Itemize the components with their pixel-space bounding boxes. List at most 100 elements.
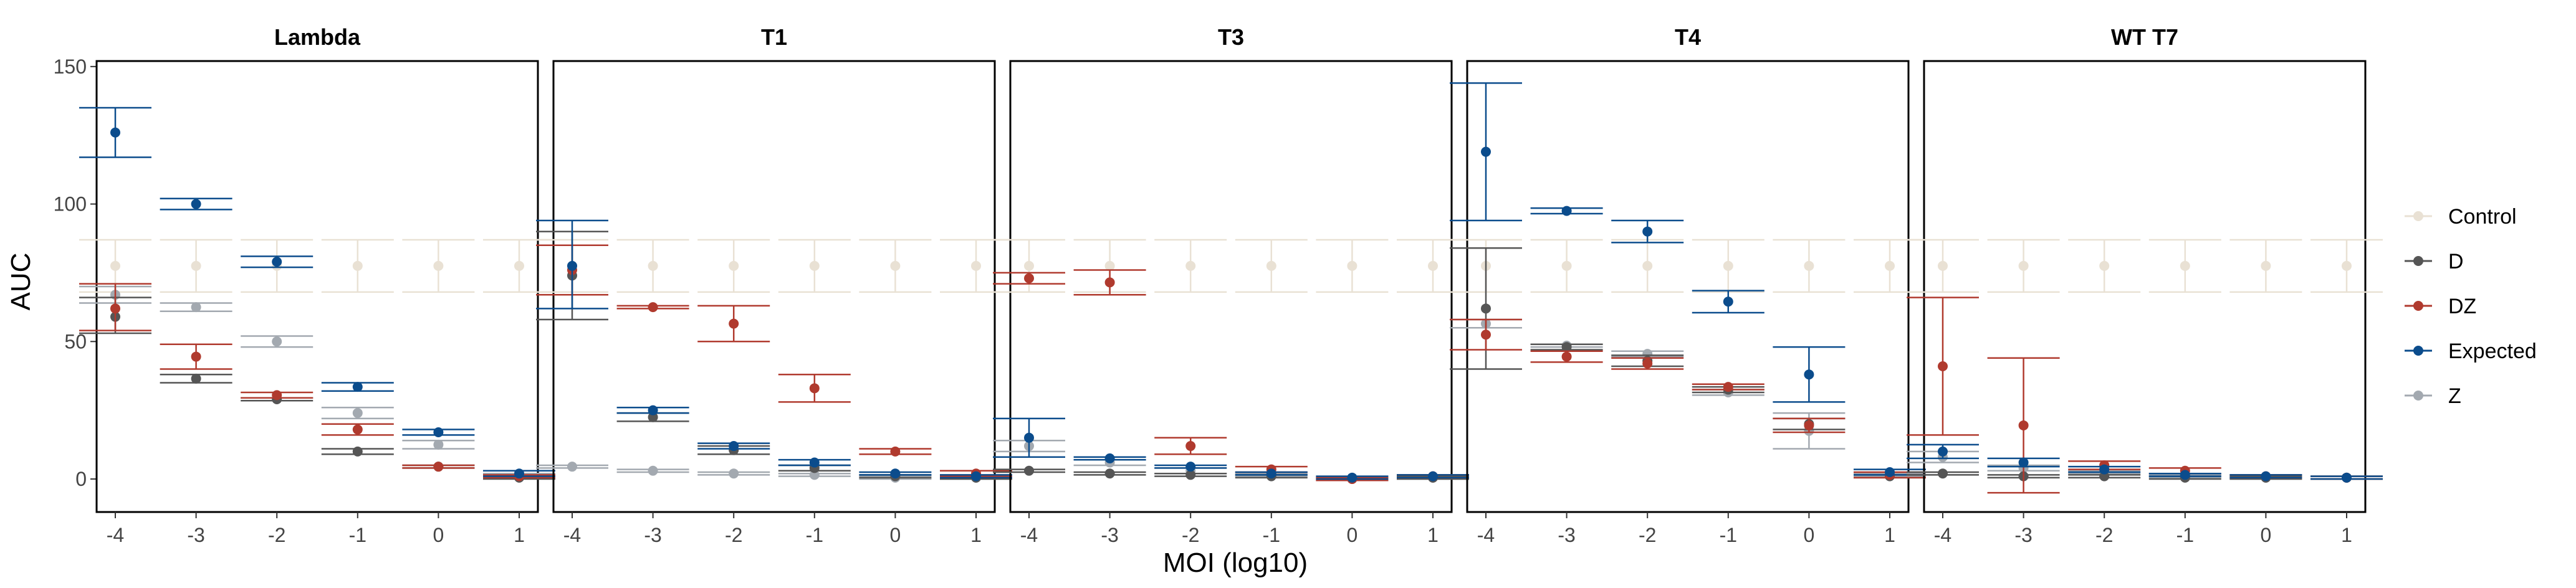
data-point-d xyxy=(160,373,232,384)
x-tick-label: -1 xyxy=(1263,524,1280,546)
data-point-control xyxy=(1530,239,1603,293)
data-point-expected xyxy=(940,471,1012,481)
x-tick-label: 0 xyxy=(1347,524,1358,546)
data-point-control xyxy=(778,239,851,293)
data-point-control xyxy=(697,239,770,293)
x-tick-label: -2 xyxy=(1639,524,1656,546)
point-marker xyxy=(1561,206,1572,216)
point-marker xyxy=(272,390,282,401)
data-point-control xyxy=(1907,239,1979,293)
panel: T3 -4 -3 -2 -1 0 1 xyxy=(993,24,1469,546)
legend-swatch-dot xyxy=(2413,256,2423,266)
x-tick-label: -2 xyxy=(1182,524,1199,546)
x-tick-label: -4 xyxy=(563,524,581,546)
data-point-z xyxy=(536,462,608,472)
legend-swatch-dot xyxy=(2413,301,2423,311)
data-point-expected xyxy=(616,405,689,415)
x-tick-label: -3 xyxy=(644,524,661,546)
x-tick-label: -4 xyxy=(1020,524,1038,546)
point-marker xyxy=(352,446,363,457)
data-point-control xyxy=(402,239,475,293)
point-marker xyxy=(352,382,363,392)
point-marker xyxy=(729,318,739,329)
point-marker xyxy=(890,468,901,479)
point-marker xyxy=(1938,260,1948,271)
point-marker xyxy=(1723,260,1733,271)
data-point-expected xyxy=(1773,346,1846,403)
data-point-expected xyxy=(2310,472,2383,483)
point-marker xyxy=(1185,441,1196,452)
data-point-dz xyxy=(241,390,314,401)
x-tick-label: -2 xyxy=(2095,524,2113,546)
panel: WT T7 -4 -3 -2 -1 0 1 xyxy=(1907,24,2383,546)
point-marker xyxy=(1266,468,1276,479)
data-point-z xyxy=(616,465,689,476)
point-marker xyxy=(648,412,658,422)
legend-label: DZ xyxy=(2448,295,2476,318)
y-tick-label: 0 xyxy=(75,468,87,490)
legend-label: Expected xyxy=(2448,339,2537,363)
point-marker xyxy=(1804,260,1814,271)
point-marker xyxy=(1804,420,1814,430)
data-point-z xyxy=(160,302,232,313)
x-tick-label: 0 xyxy=(2261,524,2272,546)
data-point-expected xyxy=(697,441,770,452)
x-tick-label: -1 xyxy=(2176,524,2194,546)
data-point-dz xyxy=(402,462,475,472)
data-point-control xyxy=(1773,239,1846,293)
panel-title: Lambda xyxy=(274,24,361,50)
point-marker xyxy=(890,446,901,457)
point-marker xyxy=(648,302,658,313)
panel-frame xyxy=(1009,60,1453,513)
data-point-expected xyxy=(536,219,608,310)
data-point-expected xyxy=(1154,462,1227,472)
data-point-expected xyxy=(483,468,555,479)
point-marker xyxy=(2342,260,2352,271)
data-point-dz xyxy=(1154,437,1227,455)
x-tick-label: -3 xyxy=(2014,524,2032,546)
data-point-expected xyxy=(2068,464,2141,475)
point-marker xyxy=(1024,260,1034,271)
data-point-expected xyxy=(1692,290,1764,314)
legend: Control D DZ Expected Z xyxy=(2405,205,2537,408)
data-point-dz xyxy=(1450,318,1522,351)
data-point-z xyxy=(321,406,394,420)
x-tick-label: -3 xyxy=(187,524,204,546)
data-point-expected xyxy=(778,457,851,468)
data-point-expected xyxy=(2148,470,2221,480)
point-marker xyxy=(809,470,820,480)
point-marker xyxy=(1185,462,1196,472)
legend-label: Control xyxy=(2448,205,2517,229)
point-marker xyxy=(2099,260,2110,271)
data-point-dz xyxy=(1773,417,1846,434)
data-point-expected xyxy=(1450,82,1522,222)
x-tick-label: -4 xyxy=(107,524,124,546)
point-marker xyxy=(648,405,658,415)
point-marker xyxy=(191,260,201,271)
point-marker xyxy=(1104,260,1115,271)
point-marker xyxy=(1104,468,1115,479)
x-tick-label: 1 xyxy=(1884,524,1895,546)
point-marker xyxy=(1347,472,1357,483)
panel: T4 -4 -3 -2 -1 0 1 xyxy=(1450,24,1926,546)
point-marker xyxy=(1428,471,1438,481)
y-tick-label: 100 xyxy=(54,193,87,216)
point-marker xyxy=(1024,273,1034,283)
point-marker xyxy=(1938,361,1948,372)
point-marker xyxy=(1428,260,1438,271)
x-tick-label: 0 xyxy=(890,524,901,546)
point-marker xyxy=(191,351,201,362)
data-point-expected xyxy=(1235,468,1308,479)
data-point-expected xyxy=(1987,457,2060,468)
data-point-expected xyxy=(1611,219,1684,244)
data-point-expected xyxy=(160,197,232,211)
x-tick-label: -3 xyxy=(1101,524,1118,546)
x-tick-label: 1 xyxy=(514,524,525,546)
point-marker xyxy=(1481,330,1491,340)
data-point-z xyxy=(778,470,851,480)
data-point-dz xyxy=(1692,382,1764,392)
panel-title: T4 xyxy=(1675,24,1701,50)
point-marker xyxy=(729,468,739,479)
